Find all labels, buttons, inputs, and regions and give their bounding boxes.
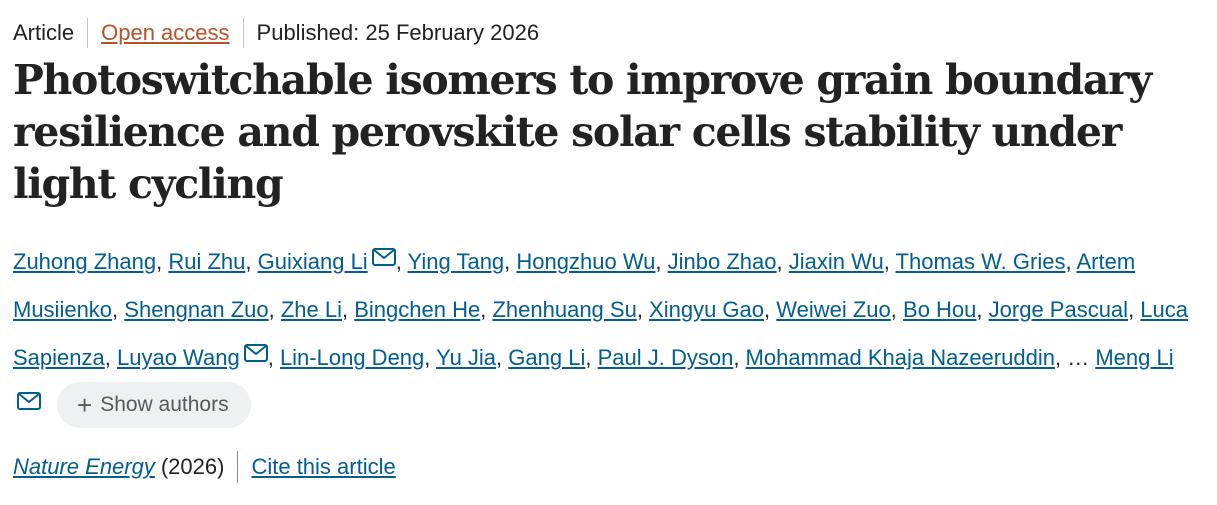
meta-divider bbox=[242, 18, 244, 48]
author-link[interactable]: Hongzhuo Wu bbox=[516, 249, 656, 274]
author-separator: , bbox=[504, 249, 517, 274]
author-link[interactable]: Weiwei Zuo bbox=[776, 297, 891, 322]
author-separator: , bbox=[733, 345, 746, 370]
author-separator: , bbox=[156, 249, 169, 274]
mail-icon[interactable] bbox=[17, 392, 41, 410]
open-access-link[interactable]: Open access bbox=[101, 20, 230, 45]
author-separator: , bbox=[480, 297, 493, 322]
published-date: Published: 25 February 2026 bbox=[256, 20, 540, 45]
author-link[interactable]: Zhenhuang Su bbox=[492, 297, 637, 322]
article-header: Article Open access Published: 25 Februa… bbox=[13, 16, 1203, 484]
journal-link[interactable]: Nature Energy bbox=[13, 454, 155, 480]
author-link[interactable]: Zhe Li bbox=[280, 297, 343, 322]
author-separator: , bbox=[268, 297, 281, 322]
citation-line: Nature Energy (2026) Cite this article bbox=[13, 450, 1203, 484]
author-separator: , bbox=[636, 297, 650, 322]
author-ellipsis: … bbox=[1067, 345, 1090, 370]
author-link[interactable]: Zuhong Zhang bbox=[13, 249, 157, 274]
show-authors-button[interactable]: + Show authors bbox=[57, 382, 251, 429]
author-separator: , bbox=[112, 297, 125, 322]
author-link[interactable]: Paul J. Dyson bbox=[597, 345, 734, 370]
author-link[interactable]: Shengnan Zuo bbox=[124, 297, 269, 322]
author-link[interactable]: Artem Musiienko bbox=[13, 249, 1136, 322]
author-separator: , bbox=[655, 249, 668, 274]
author-separator: , bbox=[245, 249, 258, 274]
citation-divider bbox=[237, 451, 239, 484]
author-link[interactable]: Ying Tang bbox=[407, 249, 505, 274]
meta-divider bbox=[87, 18, 89, 48]
author-link[interactable]: Jorge Pascual bbox=[988, 297, 1129, 322]
article-title: Photoswitchable isomers to improve grain… bbox=[13, 56, 1152, 208]
show-authors-label: Show authors bbox=[100, 393, 229, 417]
author-separator: , bbox=[395, 249, 408, 274]
author-link[interactable]: Mohammad Khaja Nazeeruddin bbox=[745, 345, 1055, 370]
author-list: Zuhong Zhang, Rui Zhu, Guixiang Li, Ying… bbox=[13, 238, 1198, 430]
author-link[interactable]: Xingyu Gao bbox=[649, 297, 765, 322]
plus-icon: + bbox=[77, 390, 93, 421]
author-separator: , bbox=[496, 345, 509, 370]
author-separator: , bbox=[976, 297, 989, 322]
cite-article-link[interactable]: Cite this article bbox=[251, 454, 396, 480]
author-separator: , bbox=[764, 297, 777, 322]
article-meta: Article Open access Published: 25 Februa… bbox=[13, 16, 1203, 50]
author-separator: , bbox=[342, 297, 355, 322]
author-separator: , bbox=[883, 249, 896, 274]
author-link[interactable]: Jinbo Zhao bbox=[667, 249, 777, 274]
author-separator: , bbox=[1128, 297, 1141, 322]
author-link[interactable]: Bingchen He bbox=[354, 297, 481, 322]
author-link[interactable]: Gang Li bbox=[508, 345, 586, 370]
author-link[interactable]: Rui Zhu bbox=[168, 249, 246, 274]
author-link[interactable]: Luyao Wang bbox=[116, 345, 240, 370]
author-separator: , bbox=[424, 345, 437, 370]
mail-icon[interactable] bbox=[243, 344, 268, 362]
author-separator: , bbox=[776, 249, 789, 274]
author-separator: , bbox=[267, 345, 280, 370]
mail-icon[interactable] bbox=[371, 248, 396, 266]
author-link[interactable]: Thomas W. Gries bbox=[895, 249, 1066, 274]
author-separator: , bbox=[585, 345, 598, 370]
author-link[interactable]: Luca Sapienza bbox=[13, 297, 1189, 370]
author-link[interactable]: Yu Jia bbox=[436, 345, 497, 370]
author-separator: , bbox=[1065, 249, 1077, 274]
author-link[interactable]: Jiaxin Wu bbox=[788, 249, 884, 274]
author-link[interactable]: Lin-Long Deng bbox=[279, 345, 425, 370]
article-type: Article bbox=[13, 20, 75, 45]
publication-year: (2026) bbox=[160, 454, 225, 480]
author-separator: , bbox=[104, 345, 117, 370]
author-separator: , bbox=[1054, 345, 1068, 370]
author-link[interactable]: Guixiang Li bbox=[257, 249, 368, 274]
author-link[interactable]: Meng Li bbox=[1095, 345, 1174, 370]
author-link[interactable]: Bo Hou bbox=[903, 297, 977, 322]
author-separator: , bbox=[890, 297, 904, 322]
